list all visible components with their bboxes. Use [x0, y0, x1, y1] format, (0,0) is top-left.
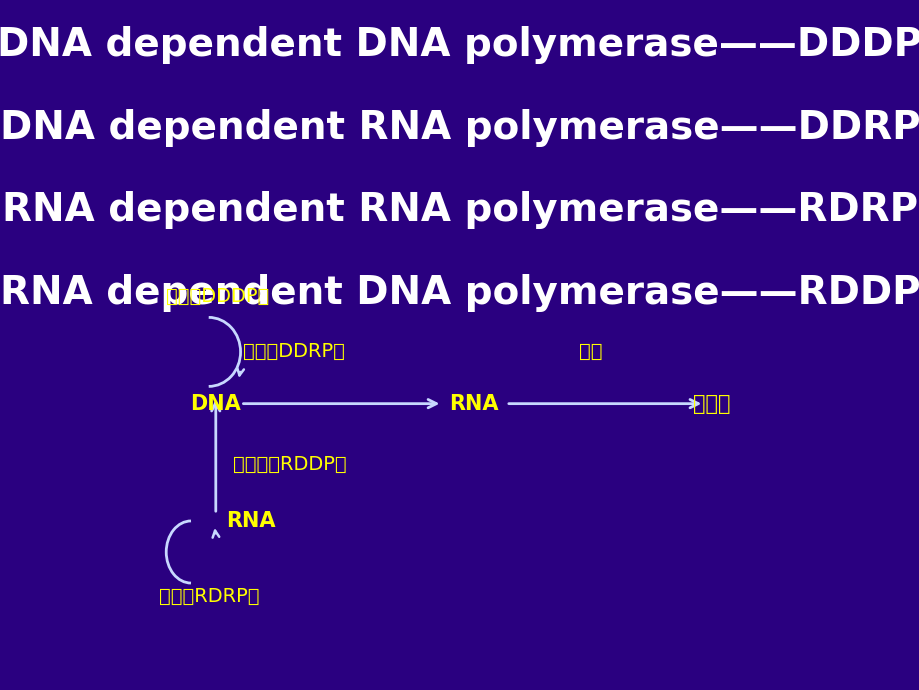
- Text: RNA: RNA: [448, 394, 498, 413]
- Text: 蛋白质: 蛋白质: [692, 394, 730, 413]
- Text: RNA: RNA: [226, 511, 276, 531]
- Text: 复制（DDDP）: 复制（DDDP）: [166, 287, 269, 306]
- Text: DNA dependent DNA polymerase——DDDP: DNA dependent DNA polymerase——DDDP: [0, 26, 919, 64]
- Text: RNA dependent DNA polymerase——RDDP: RNA dependent DNA polymerase——RDDP: [0, 274, 919, 313]
- Text: 复制（RDRP）: 复制（RDRP）: [159, 587, 259, 607]
- Text: 翻译: 翻译: [579, 342, 602, 362]
- Text: DNA: DNA: [190, 394, 241, 413]
- Text: 反转录（RDDP）: 反转录（RDDP）: [233, 455, 346, 473]
- Text: 转录（DDRP）: 转录（DDRP）: [243, 342, 345, 362]
- Text: RNA dependent RNA polymerase——RDRP: RNA dependent RNA polymerase——RDRP: [2, 191, 917, 230]
- Text: DNA dependent RNA polymerase——DDRP: DNA dependent RNA polymerase——DDRP: [0, 108, 919, 147]
